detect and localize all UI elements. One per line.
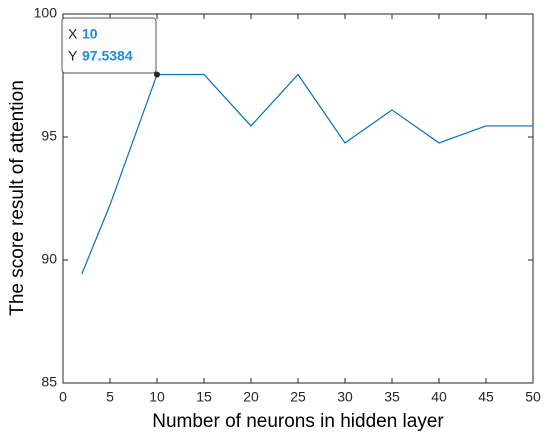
x-tick-label: 10 <box>149 389 165 405</box>
x-axis-label: Number of neurons in hidden layer <box>152 411 444 432</box>
line-series <box>81 73 533 275</box>
datatip-box <box>61 17 157 74</box>
x-tick-label: 15 <box>196 389 212 405</box>
y-tick-label: 85 <box>41 374 57 390</box>
x-tick-label: 40 <box>431 389 447 405</box>
x-tick-label: 30 <box>337 389 353 405</box>
y-tick-label: 95 <box>41 128 57 144</box>
x-tick-label: 50 <box>525 389 541 405</box>
x-tick-label: 35 <box>384 389 400 405</box>
datatip-marker <box>154 71 160 78</box>
datatip-y-value: 97.5384 <box>82 48 133 64</box>
x-tick-label: 5 <box>106 389 114 405</box>
x-tick-label: 20 <box>243 389 259 405</box>
x-tick-label: 0 <box>59 389 67 405</box>
x-tick-label: 25 <box>290 389 306 405</box>
datatip-y-label: Y <box>68 48 78 64</box>
x-tick-label: 45 <box>478 389 494 405</box>
datatip-x-value: 10 <box>82 26 98 42</box>
y-tick-label: 100 <box>34 5 58 21</box>
y-axis-label: The score result of attention <box>7 80 28 316</box>
datatip-x-label: X <box>68 26 78 42</box>
y-tick-label: 90 <box>41 251 57 267</box>
